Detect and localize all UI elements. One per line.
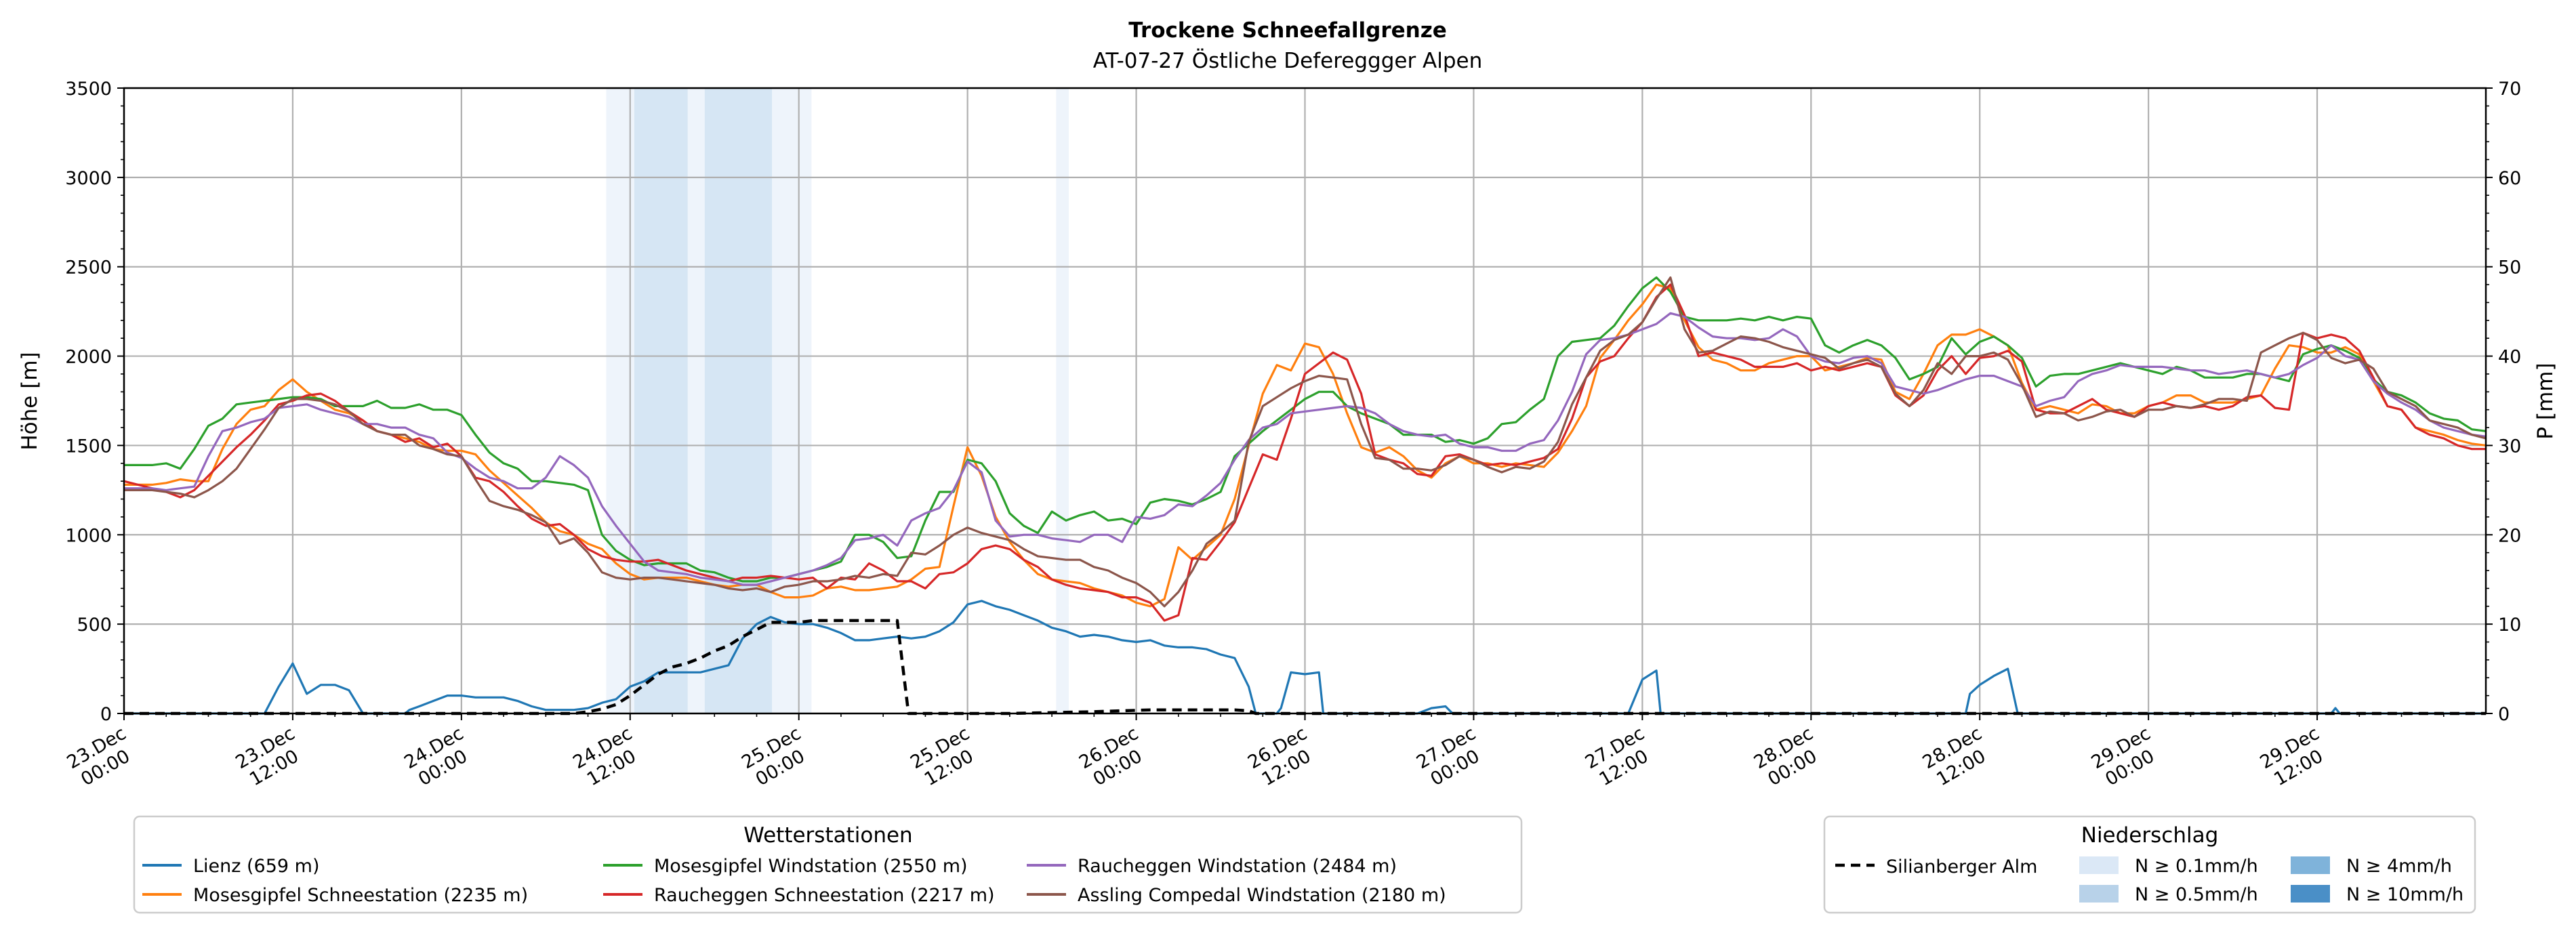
y-tick-label: 2500 [65, 257, 112, 278]
y-tick-label: 1500 [65, 436, 112, 457]
series-line-3 [123, 283, 2486, 622]
y2-tick-label: 20 [2498, 525, 2521, 546]
precip-swatch-1 [2079, 885, 2119, 903]
precip-band-5 [1056, 88, 1069, 713]
legend-precip-line-label: Silianberger Alm [1886, 856, 2037, 877]
y-axis-label: Höhe [m] [18, 352, 42, 450]
series-line-2 [124, 276, 2487, 583]
chart-title: Trockene Schneefallgrenze [1128, 18, 1447, 43]
legend-label-0: Lienz (659 m) [193, 856, 320, 877]
legend-label-5: Assling Compedal Windstation (2180 m) [1078, 885, 1446, 906]
y2-tick-label: 0 [2498, 704, 2510, 725]
precip-label-3: N ≥ 10mm/h [2346, 884, 2463, 905]
y2-tick-label: 70 [2498, 79, 2521, 100]
legend-stations-frame [133, 815, 1523, 914]
legend-precip: Niederschlag Silianberger Alm N ≥ 0.1mm/… [1823, 815, 2476, 914]
y2-tick-label: 50 [2498, 257, 2521, 278]
legend-stations: Wetterstationen Lienz (659 m) Mosesgipfel… [133, 815, 1523, 914]
series-line-1 [124, 283, 2487, 608]
chart-subtitle: AT-07-27 Östliche Defereggger Alpen [1093, 48, 1483, 73]
y2-tick-label: 40 [2498, 347, 2521, 368]
series-line-4 [124, 312, 2487, 586]
y2-tick-label: 30 [2498, 436, 2521, 457]
y2-axis-label: P [mm] [2533, 362, 2558, 439]
y-tick-label: 3000 [65, 168, 112, 189]
precip-label-2: N ≥ 4mm/h [2346, 856, 2452, 877]
precip-label-1: N ≥ 0.5mm/h [2135, 884, 2258, 905]
precip-bands [606, 88, 1069, 713]
legend-label-4: Raucheggen Schneestation (2217 m) [654, 885, 995, 906]
precip-band-1 [634, 88, 688, 713]
legend-label-1: Mosesgipfel Windstation (2550 m) [654, 856, 968, 877]
y-tick-label: 1000 [65, 525, 112, 546]
y-tick-label: 2000 [65, 347, 112, 368]
y-tick-label: 500 [77, 615, 112, 636]
series-line-0 [124, 600, 2486, 715]
precip-swatch-0 [2079, 856, 2119, 874]
y2-tick-label: 10 [2498, 615, 2521, 636]
precip-band-3 [704, 88, 773, 713]
y-tick-label: 0 [100, 704, 112, 725]
data-lines [123, 276, 2487, 716]
y-tick-label: 3500 [65, 79, 112, 100]
precip-swatch-3 [2291, 885, 2330, 903]
precip-band-4 [772, 88, 812, 713]
precip-swatch-2 [2291, 856, 2330, 874]
y2-tick-label: 60 [2498, 168, 2521, 189]
legend-label-3: Mosesgipfel Schneestation (2235 m) [193, 885, 528, 906]
precip-band-2 [687, 88, 705, 713]
legend-precip-title: Niederschlag [2081, 823, 2219, 848]
legend-stations-title: Wetterstationen [743, 823, 912, 848]
series-line-6 [124, 619, 2486, 716]
precip-label-0: N ≥ 0.1mm/h [2135, 856, 2258, 877]
series-line-5 [124, 276, 2487, 608]
legend-label-2: Raucheggen Windstation (2484 m) [1078, 856, 1397, 877]
